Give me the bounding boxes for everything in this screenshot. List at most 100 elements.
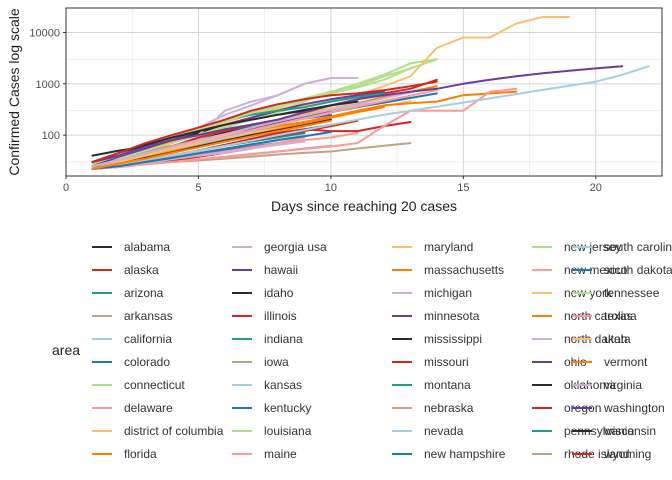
legend-item-north-dakota: north dakota [532,328,631,350]
legend-label: louisiana [264,424,312,438]
legend-key-swatch [92,453,112,455]
legend-key-swatch [232,315,252,317]
series-line-ohio [91,90,385,168]
x-tick-label: 10 [325,182,337,194]
legend-label: minnesota [424,309,480,323]
legend-label: delaware [124,401,173,415]
legend-key-swatch [532,315,552,317]
legend-key-swatch [532,338,552,340]
legend-item-nebraska: nebraska [392,397,473,419]
legend-label: georgia usa [264,240,327,254]
legend-key-swatch [572,315,592,317]
x-axis-ticks: 0 5 10 15 20 [63,176,602,194]
y-tick-label: 100 [42,130,60,142]
legend-key-swatch [532,269,552,271]
legend-label: california [124,332,173,346]
legend-key-swatch [392,246,412,248]
legend-label: wyoming [604,447,652,461]
legend-key-swatch [392,430,412,432]
legend-label: new mexico [564,263,628,277]
legend-label: arizona [124,286,164,300]
legend: area alabama alaska arizona arkansas califor… [0,236,672,466]
legend-label: kansas [264,378,303,392]
series-line-new-mexico [91,87,518,170]
y-tick-label: 1000 [36,79,60,91]
legend-item-vermont: vermont [572,351,647,373]
legend-key-swatch [232,246,252,248]
legend-key-swatch [92,407,112,409]
legend-label: new hampshire [424,447,506,461]
x-tick-label: 0 [63,182,69,194]
legend-label: idaho [264,286,294,300]
y-axis-title: Confirmed Cases log scale [6,8,22,176]
legend-item-south-dakota: south dakota [572,259,672,281]
legend-item-arizona: arizona [92,282,163,304]
legend-key-swatch [572,338,592,340]
legend-key-swatch [532,384,552,386]
legend-item-alaska: alaska [92,259,159,281]
legend-key-swatch [92,269,112,271]
legend-label: nevada [424,424,464,438]
legend-key-swatch [532,453,552,455]
series-line-new-jersey [91,58,438,165]
legend-label: tennessee [604,286,660,300]
legend-key-swatch [572,292,592,294]
legend-label: arkansas [124,309,173,323]
legend-item-delaware: delaware [92,397,173,419]
legend-label: mississippi [424,332,483,346]
legend-item-louisiana: louisiana [232,420,311,442]
series-line-wisconsin [91,100,359,163]
legend-label: maryland [424,240,474,254]
legend-item-texas: texas [572,305,633,327]
legend-item-florida: florida [92,443,157,465]
legend-key-swatch [92,246,112,248]
legend-item-kentucky: kentucky [232,397,311,419]
legend-item-michigan: michigan [392,282,472,304]
legend-key-swatch [232,338,252,340]
legend-item-washington: washington [572,397,665,419]
line-chart: 0 5 10 15 20 100 1000 10000 Days since reachin… [6,7,663,214]
legend-item-south-carolina: south carolina [572,236,672,258]
plot-border [65,7,663,177]
legend-key-swatch [392,292,412,294]
legend-item-connecticut: connecticut [92,374,185,396]
series-line-virginia [91,91,412,168]
x-tick-label: 5 [195,182,201,194]
legend-key-swatch [572,246,592,248]
legend-label: washington [604,401,665,415]
legend-label: kentucky [264,401,312,415]
legend-item-wyoming: wyoming [572,443,651,465]
legend-item-tennessee: tennessee [572,282,659,304]
legend-key-swatch [92,315,112,317]
legend-item-illinois: illinois [232,305,297,327]
legend-key-swatch [92,384,112,386]
legend-item-missouri: missouri [392,351,469,373]
legend-label: wisconsin [604,424,657,438]
legend-label: rhode island [564,447,630,461]
legend-label: massachusetts [424,263,505,277]
legend-label: north dakota [564,332,631,346]
legend-label: alabama [124,240,171,254]
legend-item-nevada: nevada [392,420,463,442]
legend-item-utah: utah [572,328,627,350]
legend-key-swatch [232,269,252,271]
legend-key-swatch [92,361,112,363]
legend-item-idaho: idaho [232,282,293,304]
legend-label: connecticut [124,378,185,392]
legend-key-swatch [572,407,592,409]
legend-label: florida [124,447,157,461]
legend-label: pennsylvania [564,424,635,438]
x-axis-title: Days since reaching 20 cases [271,198,457,214]
legend-item-iowa: iowa [232,351,289,373]
legend-label: north carolina [564,309,637,323]
legend-item-north-carolina: north carolina [532,305,637,327]
legend-label: district of columbia [124,424,224,438]
legend-label: vermont [604,355,648,369]
legend-label: texas [604,309,633,323]
legend-item-alabama: alabama [92,236,170,258]
legend-item-rhode-island: rhode island [532,443,629,465]
legend-item-minnesota: minnesota [392,305,479,327]
legend-label: alaska [124,263,159,277]
legend-key-swatch [232,361,252,363]
series-line-vermont [91,119,332,170]
